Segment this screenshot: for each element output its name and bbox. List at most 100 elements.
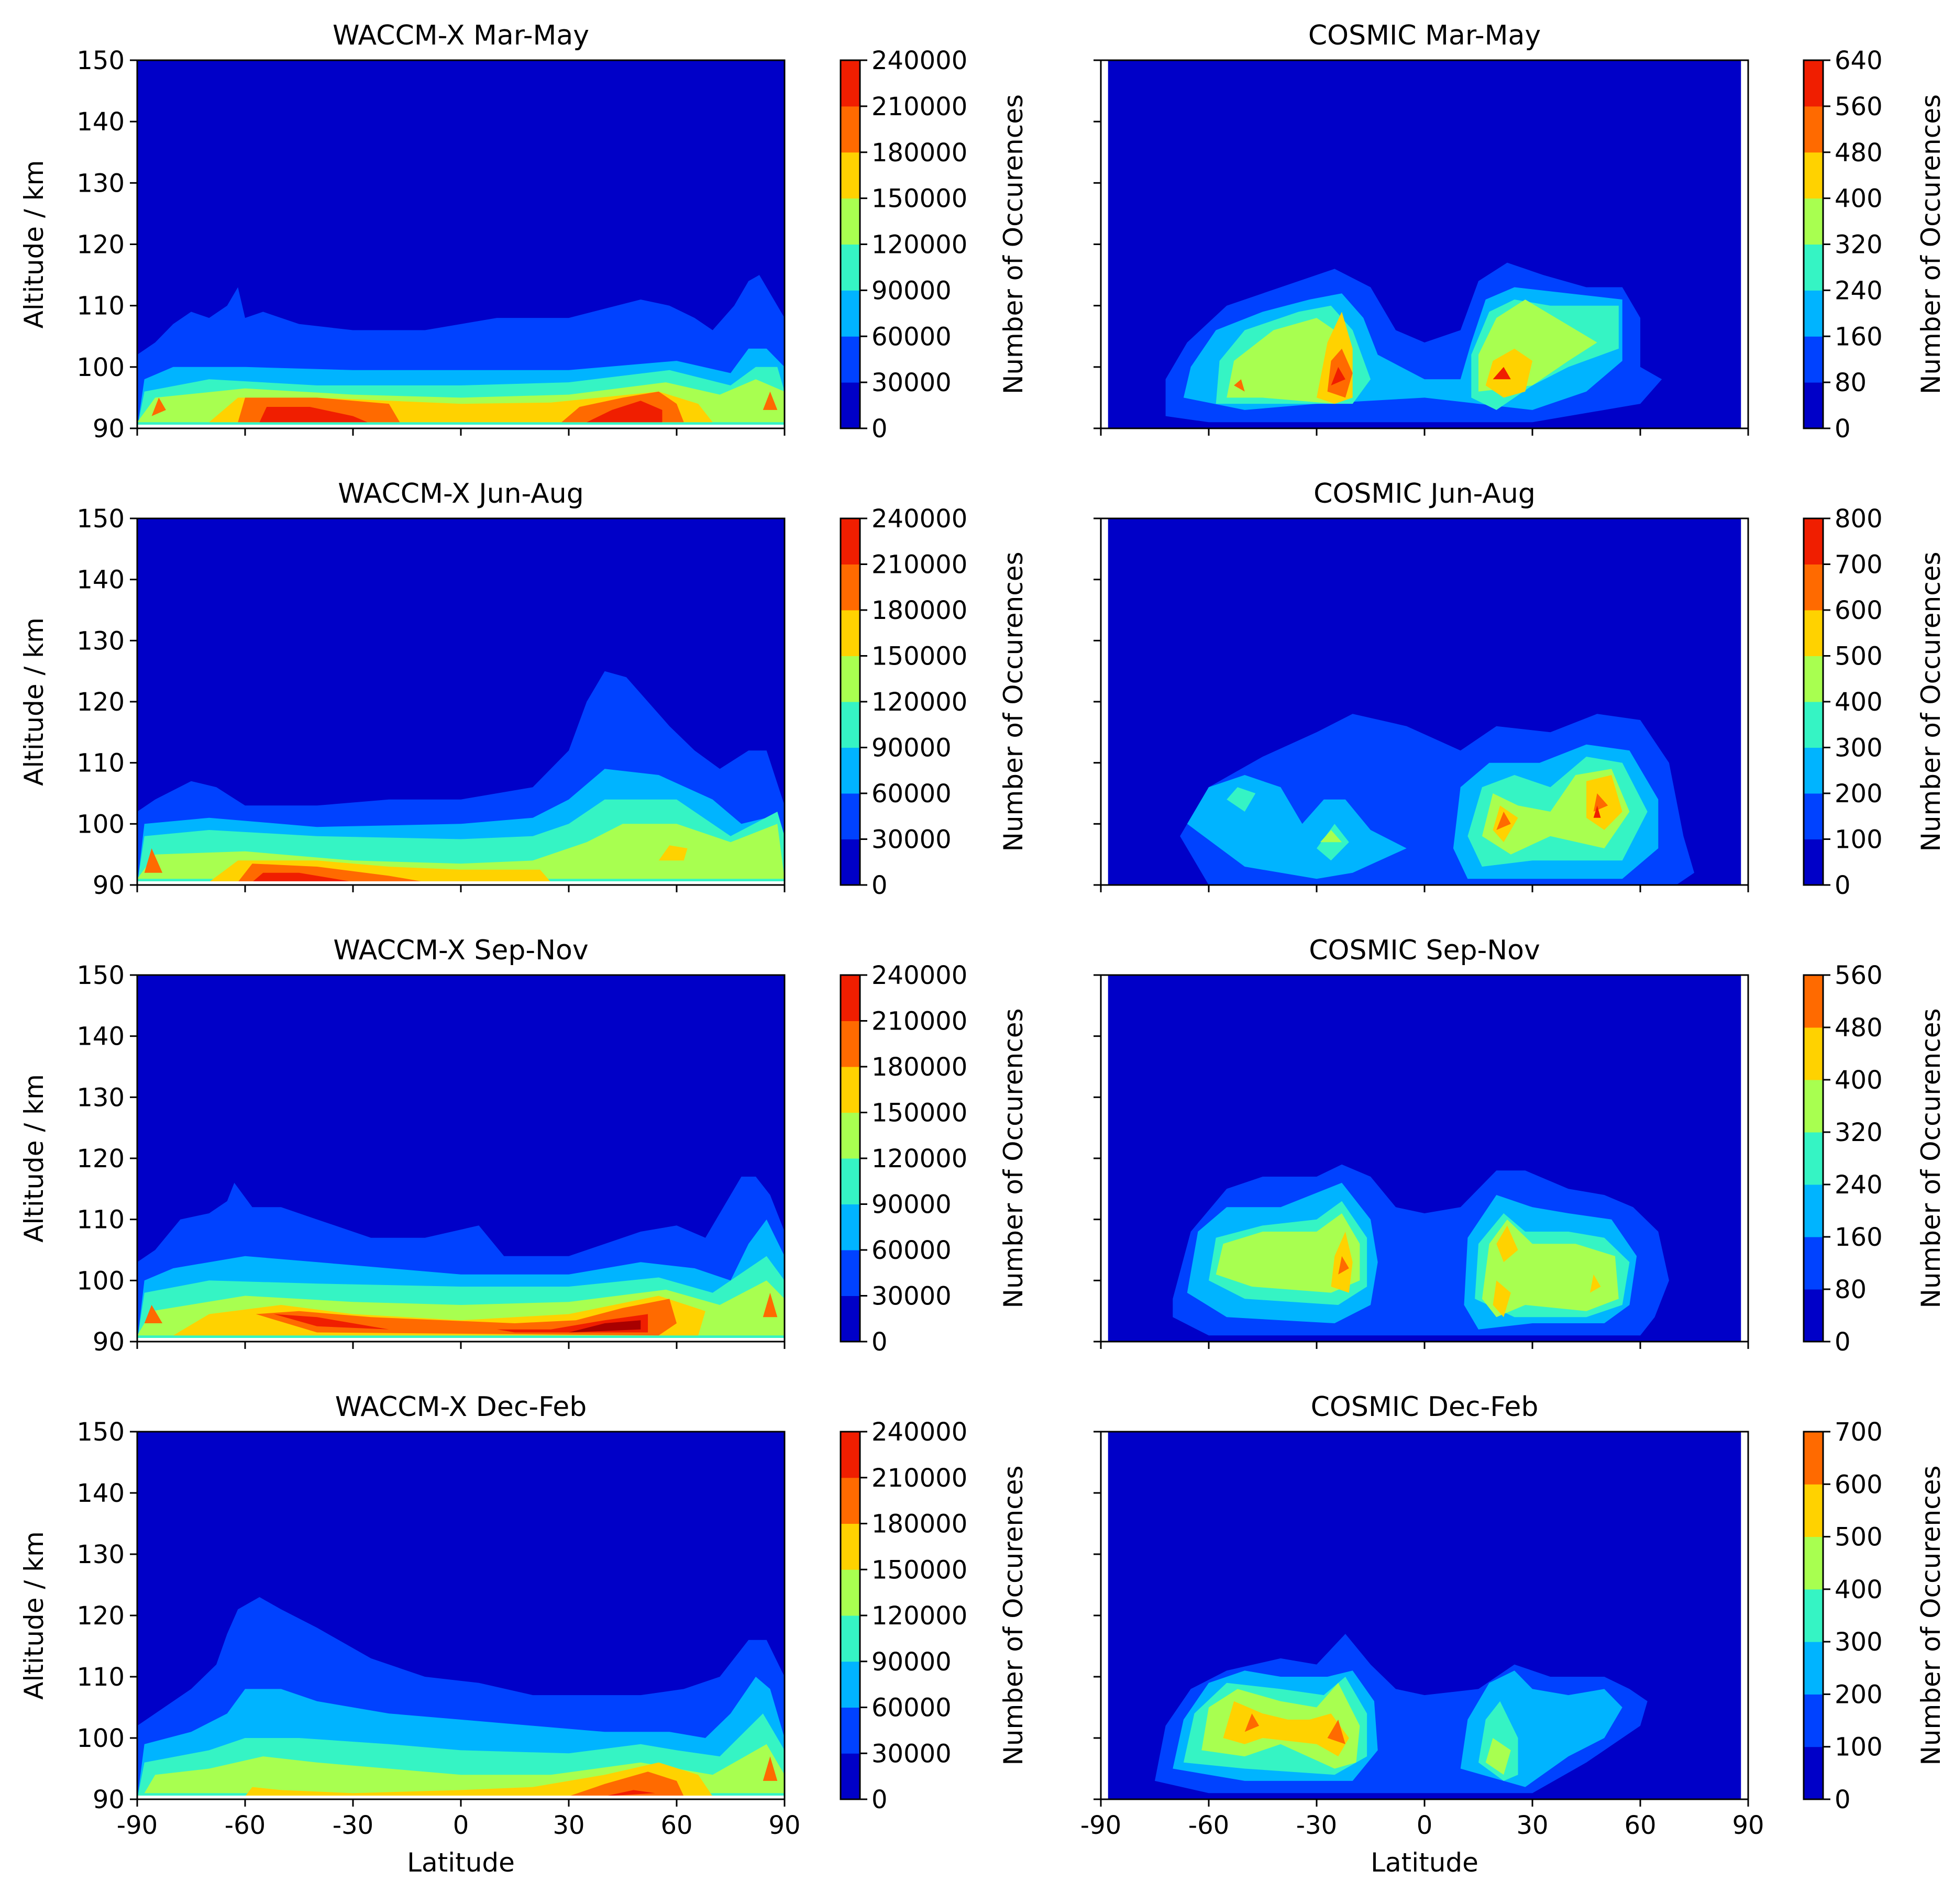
colorbar-tick-label: 100 [1835, 1733, 1883, 1762]
colorbar-tick-label: 200 [1835, 779, 1883, 809]
colorbar-segment [841, 747, 860, 794]
y-tick-label: 140 [76, 1022, 125, 1051]
x-tick-label: -30 [333, 1811, 373, 1840]
colorbar-segment [841, 518, 860, 564]
y-tick-label: 130 [76, 1083, 125, 1112]
no-data-strip-north [1741, 60, 1748, 428]
y-tick-label: 120 [76, 230, 125, 260]
colorbar-label: Number of Occurences [998, 1465, 1029, 1765]
y-tick-label: 100 [76, 810, 125, 839]
colorbar-segment [1804, 106, 1823, 153]
y-tick-label: 100 [76, 1724, 125, 1753]
colorbar-tick-label: 180000 [871, 1510, 967, 1539]
chart-panel: COSMIC Jun-Aug 0 100 200 300 400 500 600 700 800 N… [1094, 478, 1946, 900]
colorbar-segment [1804, 336, 1823, 383]
chart-panel: COSMIC Mar-May 0 80 160 240 320 400 480 560 640 Nu… [1094, 20, 1946, 444]
colorbar-tick-label: 150000 [871, 1555, 967, 1585]
contour-band [1327, 1719, 1345, 1744]
y-axis-label: Altitude / km [19, 617, 49, 786]
colorbar-tick-label: 60000 [871, 1236, 952, 1265]
chart-title: WACCM-X Jun-Aug [338, 478, 583, 510]
x-tick-label: 30 [1516, 1811, 1548, 1840]
contour-band [1493, 1280, 1511, 1318]
y-tick-label: 130 [76, 169, 125, 198]
colorbar-segment [841, 1753, 860, 1800]
colorbar-tick-label: 0 [871, 414, 888, 444]
colorbar-label: Number of Occurences [1916, 94, 1946, 394]
colorbar-tick-label: 60000 [871, 322, 952, 351]
colorbar-tick-label: 30000 [871, 825, 952, 855]
colorbar-segment [841, 1523, 860, 1570]
colorbar-tick-label: 90000 [871, 1190, 952, 1220]
no-data-strip-south [1101, 1432, 1108, 1799]
colorbar-tick-label: 180000 [871, 1053, 967, 1082]
contour-band [569, 1772, 684, 1797]
contour-fills [1180, 714, 1694, 885]
colorbar-tick-label: 0 [1835, 871, 1851, 900]
colorbar-tick-label: 30000 [871, 1739, 952, 1768]
contour-band [1338, 1256, 1349, 1275]
colorbar-segment [841, 564, 860, 611]
y-tick-label: 100 [76, 1266, 125, 1296]
colorbar-tick-label: 100 [1835, 825, 1883, 855]
colorbar-tick-label: 240 [1835, 276, 1883, 305]
colorbar-segment [1804, 1536, 1823, 1590]
colorbar-tick-label: 700 [1835, 1418, 1883, 1447]
chart-title: COSMIC Dec-Feb [1311, 1391, 1539, 1423]
contour-fills [137, 1597, 785, 1799]
colorbar-tick-label: 0 [871, 1785, 888, 1814]
contour-band [763, 1292, 778, 1318]
colorbar-tick-label: 0 [1835, 414, 1851, 444]
x-axis-label: Latitude [407, 1847, 515, 1878]
colorbar-segment [1804, 152, 1823, 199]
x-tick-label: -30 [1296, 1811, 1337, 1840]
contour-band [1496, 812, 1511, 830]
colorbar-segment [1804, 198, 1823, 245]
colorbar-segment [841, 152, 860, 199]
no-data-strip-south [1101, 975, 1108, 1342]
contour-band [273, 1314, 389, 1330]
contour-band [151, 397, 166, 416]
colorbar-segment [1804, 1589, 1823, 1642]
colorbar-tick-label: 500 [1835, 1523, 1883, 1552]
colorbar-tick-label: 120000 [871, 1601, 967, 1631]
colorbar-segment [841, 198, 860, 245]
colorbar-segment [1804, 1237, 1823, 1290]
colorbar-tick-label: 480 [1835, 1013, 1883, 1043]
colorbar-segment [1804, 1027, 1823, 1080]
colorbar-tick-label: 400 [1835, 688, 1883, 717]
colorbar-segment [841, 656, 860, 702]
y-tick-label: 120 [76, 1144, 125, 1174]
y-tick-label: 140 [76, 1479, 125, 1508]
colorbar-tick-label: 30000 [871, 1282, 952, 1311]
x-tick-label: 60 [1624, 1811, 1656, 1840]
colorbar-tick-label: 240 [1835, 1170, 1883, 1200]
contour-band [1227, 787, 1256, 812]
colorbar-tick-label: 60000 [871, 1693, 952, 1723]
colorbar-label: Number of Occurences [1916, 1008, 1946, 1308]
colorbar-segment [841, 1569, 860, 1616]
colorbar-segment [1804, 244, 1823, 291]
x-tick-label: 0 [453, 1811, 469, 1840]
contour-band [569, 1320, 641, 1333]
y-tick-label: 110 [76, 1205, 125, 1235]
colorbar-segment [841, 1296, 860, 1342]
colorbar-label: Number of Occurences [998, 551, 1029, 851]
y-tick-label: 90 [93, 871, 125, 900]
colorbar-tick-label: 300 [1835, 734, 1883, 763]
colorbar-tick-label: 700 [1835, 550, 1883, 580]
y-tick-label: 150 [76, 504, 125, 534]
colorbar-tick-label: 210000 [871, 92, 967, 121]
colorbar-segment [1804, 975, 1823, 1028]
contour-fills [137, 1177, 785, 1342]
y-tick-label: 150 [76, 46, 125, 75]
colorbar-tick-label: 640 [1835, 46, 1883, 75]
colorbar-segment [1804, 1289, 1823, 1342]
y-tick-label: 140 [76, 107, 125, 137]
x-tick-label: 90 [1732, 1811, 1764, 1840]
colorbar-label: Number of Occurences [1916, 551, 1946, 851]
colorbar-segment [841, 1661, 860, 1708]
x-tick-label: 60 [660, 1811, 692, 1840]
contour-band [1482, 1219, 1619, 1318]
colorbar-tick-label: 90000 [871, 276, 952, 305]
